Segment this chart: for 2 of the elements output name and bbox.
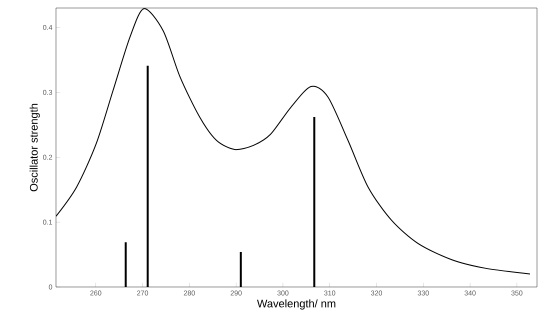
y-axis-title: Oscillator strength (30, 104, 40, 192)
x-axis-title: Wavelength/ nm (257, 299, 336, 310)
